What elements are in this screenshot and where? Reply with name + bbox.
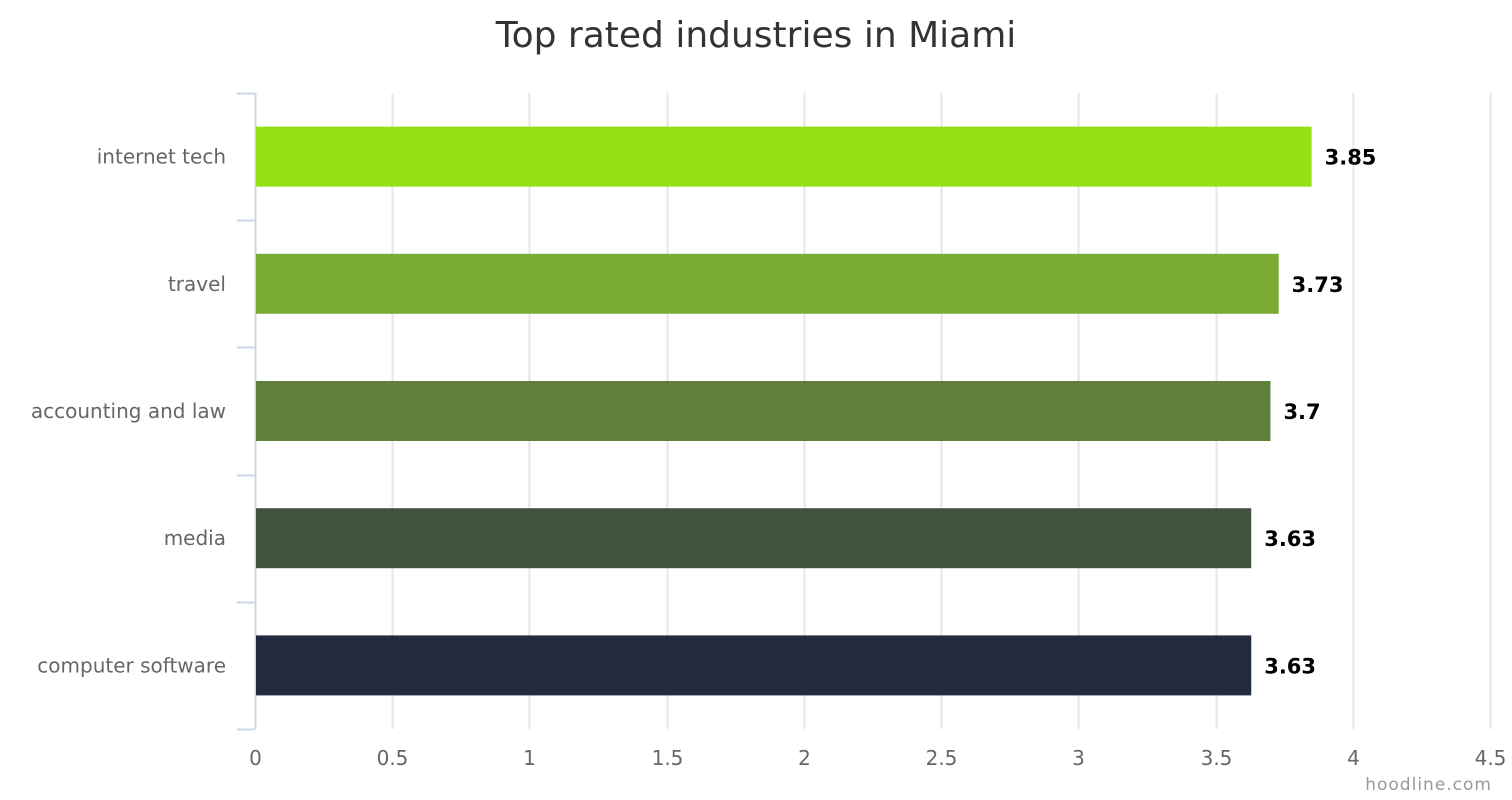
- category-label: internet tech: [97, 145, 226, 169]
- data-label: 3.7: [1283, 400, 1320, 424]
- x-tick-label: 0.5: [377, 746, 409, 770]
- x-tick-label: 0: [249, 746, 262, 770]
- data-labels: 3.85 3.73 3.7 3.63 3.63: [1264, 146, 1376, 679]
- x-tick-labels: 0 0.5 1 1.5 2 2.5 3 3.5 4 4.5: [249, 746, 1506, 770]
- bar[interactable]: [256, 253, 1279, 314]
- data-label: 3.63: [1264, 654, 1316, 678]
- x-tick-label: 3: [1072, 746, 1085, 770]
- data-label: 3.73: [1292, 273, 1344, 297]
- category-labels: internet tech travel accounting and law med…: [31, 145, 226, 678]
- chart-title: Top rated industries in Miami: [495, 15, 1017, 56]
- bar[interactable]: [256, 381, 1271, 441]
- data-label: 3.85: [1325, 146, 1377, 170]
- x-tick-label: 1.5: [652, 746, 684, 770]
- bars: [256, 126, 1312, 696]
- x-tick-label: 3.5: [1201, 746, 1233, 770]
- category-label: accounting and law: [31, 399, 226, 423]
- category-label: computer software: [37, 653, 226, 677]
- bar[interactable]: [256, 635, 1252, 696]
- category-label: media: [164, 526, 226, 550]
- x-tick-label: 2.5: [926, 746, 958, 770]
- bar[interactable]: [256, 126, 1312, 187]
- y-axis: [237, 92, 257, 731]
- credit-text[interactable]: hoodline.com: [1365, 775, 1492, 795]
- x-tick-label: 2: [798, 746, 811, 770]
- x-tick-label: 4.5: [1475, 746, 1507, 770]
- bar[interactable]: [256, 508, 1252, 569]
- x-tick-label: 1: [523, 746, 536, 770]
- category-label: travel: [168, 272, 226, 296]
- data-label: 3.63: [1264, 527, 1316, 551]
- x-tick-label: 4: [1347, 746, 1360, 770]
